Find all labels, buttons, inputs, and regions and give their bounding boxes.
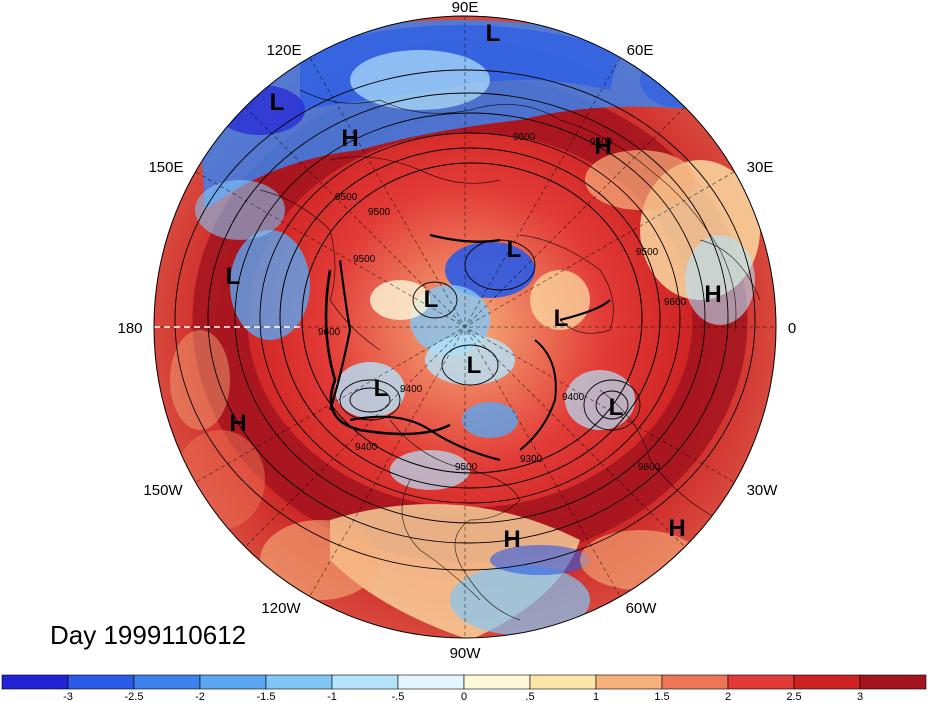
contour-label: 9600	[638, 462, 661, 473]
contour-label: 9600	[513, 132, 536, 143]
colorbar-tick-label: -3	[63, 691, 73, 702]
low-pressure-marker: L	[467, 352, 482, 379]
low-pressure-marker: L	[609, 394, 624, 421]
lon-label-180: 180	[117, 320, 142, 337]
contour-label: 9500	[368, 207, 391, 218]
colorbar-swatch	[661, 674, 729, 690]
low-pressure-marker: L	[270, 89, 285, 116]
high-pressure-marker: H	[668, 515, 685, 542]
low-pressure-marker: L	[486, 20, 501, 47]
colorbar-swatch	[331, 674, 399, 690]
colorbar-tick-label: 1	[593, 691, 599, 702]
colorbar-tick-label: .5	[525, 691, 534, 702]
contour-label: 9600	[590, 137, 613, 148]
colorbar-swatch	[463, 674, 531, 690]
low-pressure-marker: L	[554, 305, 569, 332]
lon-label-120e: 120E	[266, 42, 301, 59]
colorbar-tick-label: -2	[195, 691, 205, 702]
map-boundary	[153, 15, 777, 639]
low-pressure-marker: L	[507, 236, 522, 263]
low-pressure-marker: L	[424, 286, 439, 313]
colorbar-tick-label: 2.5	[786, 691, 801, 702]
contour-label: 9300	[520, 454, 543, 465]
colorbar-tick-label: 2	[725, 691, 731, 702]
colorbar-swatch	[1, 674, 69, 690]
colorbar-swatch	[529, 674, 597, 690]
colorbar-swatch	[199, 674, 267, 690]
lon-label-150w: 150W	[143, 482, 183, 499]
colorbar-tick-label: -.5	[392, 691, 405, 702]
high-pressure-marker: H	[704, 281, 721, 308]
colorbar: -3 -2.5 -2 -1.5 -1 -.5 0 .5 1 1.5 2 2.5 3	[1, 674, 927, 702]
colorbar-tick-label: -1	[327, 691, 337, 702]
colorbar-swatch	[67, 674, 135, 690]
colorbar-swatch	[265, 674, 333, 690]
lon-label-0: 0	[788, 320, 796, 337]
lon-label-120w: 120W	[261, 600, 301, 617]
contour-label: 9500	[353, 254, 376, 265]
contour-label: 9400	[355, 442, 378, 453]
contour-label: 9500	[335, 192, 358, 203]
graticule	[154, 16, 776, 638]
contour-label: 9400	[562, 392, 585, 403]
coastlines	[259, 89, 761, 621]
colorbar-swatch	[133, 674, 201, 690]
lon-label-150e: 150E	[148, 159, 183, 176]
contour-label: 9500	[636, 247, 659, 258]
colorbar-swatch	[595, 674, 663, 690]
lon-label-90e: 90E	[452, 0, 479, 16]
high-pressure-marker: H	[229, 410, 246, 437]
day-title: Day 1999110612	[50, 620, 247, 650]
low-pressure-marker: L	[374, 375, 389, 402]
colorbar-tick-label: 3	[857, 691, 863, 702]
colorbar-swatch	[727, 674, 795, 690]
contour-label: 9500	[455, 462, 478, 473]
contour-labels: 9600 9500 9500 9500 9400 9600 9600 9400 …	[318, 132, 687, 473]
lon-label-30w: 30W	[747, 482, 779, 499]
high-pressure-marker: H	[341, 125, 358, 152]
colorbar-tick-label: 1.5	[654, 691, 669, 702]
low-pressure-marker: L	[226, 263, 241, 290]
lon-label-30e: 30E	[747, 159, 774, 176]
high-pressure-marker: H	[594, 133, 611, 160]
lon-label-60w: 60W	[626, 600, 658, 617]
contour-label: 9600	[318, 327, 341, 338]
contour-label: 9400	[400, 384, 423, 395]
pressure-centers: L L H H L L H L L L L L H H H	[226, 20, 722, 553]
colorbar-swatch	[793, 674, 861, 690]
colorbar-swatch	[859, 674, 927, 690]
colorbar-tick-label: -2.5	[125, 691, 144, 702]
colorbar-swatch	[397, 674, 465, 690]
lon-label-90w: 90W	[450, 645, 482, 662]
colorbar-tick-label: 0	[461, 691, 467, 702]
contour-label: 9600	[664, 297, 687, 308]
height-contours	[174, 69, 756, 571]
colorbar-tick-label: -1.5	[257, 691, 276, 702]
lon-label-60e: 60E	[627, 42, 654, 59]
high-pressure-marker: H	[503, 526, 520, 553]
longitude-labels: 90E 120E 60E 150E 30E 180 0 150W 30W 120…	[117, 0, 796, 662]
